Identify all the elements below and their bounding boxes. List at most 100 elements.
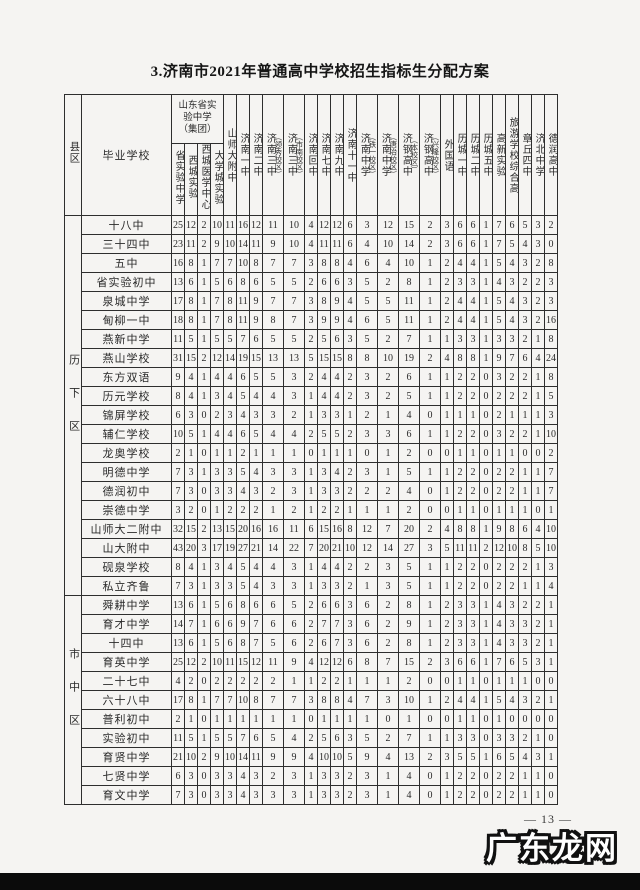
value-cell: 0	[479, 785, 493, 805]
school-name-cell: 燕新中学	[81, 329, 172, 349]
table-row: 育文中学 7 3 0 3 3 4 3 3 3 1 3 3 2 3 1 4 0 1 2 2 0 2 2 1 1 0	[65, 785, 558, 805]
value-cell: 2	[356, 405, 378, 425]
value-cell: 2	[466, 462, 480, 482]
column-header: 高新实验	[492, 94, 506, 216]
value-cell: 3	[184, 481, 198, 501]
value-cell: 0	[419, 405, 441, 425]
value-cell: 3	[518, 253, 532, 273]
value-cell: 3	[330, 576, 344, 596]
value-cell: 2	[479, 538, 493, 558]
value-cell: 5	[283, 595, 305, 615]
table-row: 育才中学 14 7 1 6 6 9 7 6 6 2 7 7 3 6 2 9 1 2 3 3 1 4 3 3 2 1	[65, 614, 558, 634]
value-cell: 10	[236, 690, 250, 710]
value-cell: 4	[223, 424, 237, 444]
value-cell: 3	[440, 652, 454, 672]
page-title: 3.济南市2021年普通高中学校招生指标生分配方案	[150, 64, 490, 80]
value-cell: 1	[197, 690, 211, 710]
value-cell: 10	[330, 747, 344, 767]
value-cell: 6	[223, 272, 237, 292]
school-name-cell: 燕山学校	[81, 348, 172, 368]
school-name-cell: 辅仁学校	[81, 424, 172, 444]
value-cell: 3	[466, 633, 480, 653]
value-cell: 7	[262, 253, 284, 273]
value-cell: 3	[343, 272, 357, 292]
value-cell: 3	[531, 234, 545, 254]
value-cell: 1	[210, 500, 224, 520]
value-cell: 13	[283, 348, 305, 368]
value-cell: 6	[330, 728, 344, 748]
value-cell: 2	[466, 557, 480, 577]
value-cell: 4	[317, 557, 331, 577]
value-cell: 2	[505, 481, 519, 501]
district-label: 市中区	[64, 595, 82, 805]
value-cell: 13	[210, 519, 224, 539]
table-row: 山大附中 43 20 3 17 19 27 21 14 22 7 20 21 10 12 14 27 3 5 11 11…	[65, 538, 558, 558]
value-cell: 8	[453, 519, 467, 539]
value-cell: 1	[197, 728, 211, 748]
table-row: 十四中 13 6 1 5 6 8 7 5 6 2 6 7 3 6 2 8 1 2 3 3 1 4 3 3 2 1	[65, 633, 558, 653]
value-cell: 3	[249, 405, 263, 425]
value-cell: 7	[330, 633, 344, 653]
value-cell: 0	[479, 557, 493, 577]
value-cell: 8	[236, 595, 250, 615]
value-cell: 2	[505, 462, 519, 482]
school-name-cell: 山大附中	[81, 538, 172, 558]
value-cell: 2	[197, 519, 211, 539]
value-cell: 5	[440, 538, 454, 558]
value-cell: 4	[184, 367, 198, 387]
value-cell: 3	[184, 766, 198, 786]
value-cell: 2	[377, 367, 399, 387]
value-cell: 2	[518, 595, 532, 615]
value-cell: 1	[440, 785, 454, 805]
value-cell: 0	[197, 709, 211, 729]
value-cell: 5	[236, 386, 250, 406]
value-cell: 15	[398, 652, 420, 672]
value-cell: 3	[544, 272, 558, 292]
value-cell: 5	[210, 329, 224, 349]
column-header: 济北中学	[531, 94, 545, 216]
value-cell: 7	[262, 291, 284, 311]
value-cell: 7	[377, 652, 399, 672]
value-cell: 6	[330, 272, 344, 292]
value-cell: 1	[197, 424, 211, 444]
value-cell: 4	[398, 481, 420, 501]
value-cell: 2	[531, 595, 545, 615]
value-cell: 1	[531, 386, 545, 406]
value-cell: 3	[210, 386, 224, 406]
value-cell: 1	[197, 329, 211, 349]
value-cell: 1	[419, 291, 441, 311]
value-cell: 0	[419, 785, 441, 805]
value-cell: 1	[249, 709, 263, 729]
value-cell: 3	[440, 234, 454, 254]
value-cell: 3	[283, 367, 305, 387]
value-cell: 12	[249, 652, 263, 672]
value-cell: 2	[518, 367, 532, 387]
value-cell: 7	[223, 690, 237, 710]
value-cell: 4	[466, 253, 480, 273]
value-cell: 2	[505, 785, 519, 805]
value-cell: 1	[453, 405, 467, 425]
value-cell: 1	[440, 386, 454, 406]
column-header: 济钢高中 （兴隆校区）	[419, 94, 441, 216]
value-cell: 32	[171, 519, 185, 539]
value-cell: 3	[453, 614, 467, 634]
value-cell: 9	[330, 291, 344, 311]
value-cell: 31	[171, 348, 185, 368]
value-cell: 5	[236, 557, 250, 577]
value-cell: 3	[377, 690, 399, 710]
value-cell: 1	[479, 595, 493, 615]
value-cell: 3	[377, 557, 399, 577]
school-name-cell: 十八中	[81, 215, 172, 235]
value-cell: 4	[398, 405, 420, 425]
value-cell: 9	[356, 747, 378, 767]
column-header: 济南中学 （铁一校区）	[356, 94, 378, 216]
value-cell: 3	[356, 386, 378, 406]
value-cell: 2	[317, 500, 331, 520]
value-cell: 25	[171, 652, 185, 672]
value-cell: 4	[453, 253, 467, 273]
value-cell: 0	[419, 671, 441, 691]
value-cell: 4	[505, 690, 519, 710]
value-cell: 1	[453, 671, 467, 691]
value-cell: 1	[479, 519, 493, 539]
value-cell: 4	[236, 785, 250, 805]
